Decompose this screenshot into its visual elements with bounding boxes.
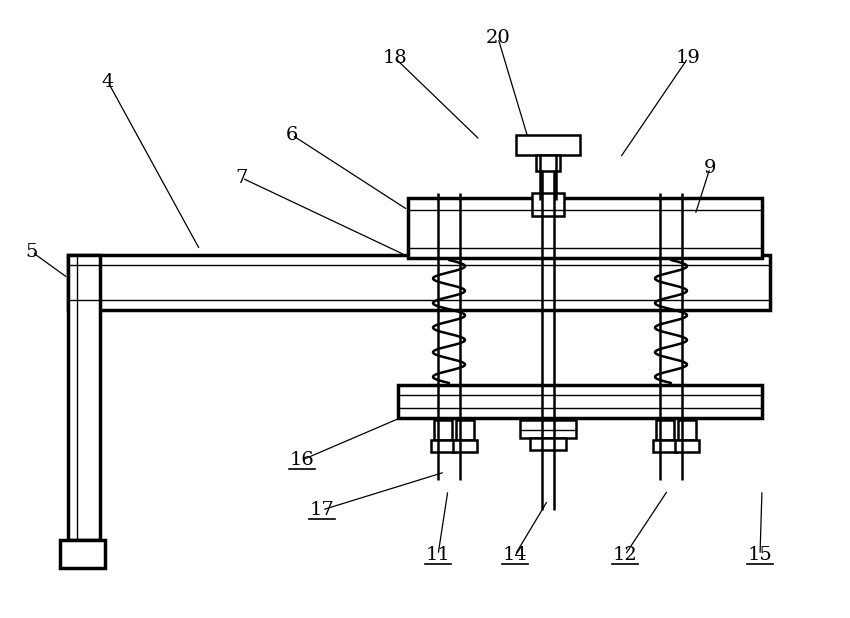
Bar xyxy=(68,255,100,540)
Text: 15: 15 xyxy=(748,546,773,564)
Text: 11: 11 xyxy=(426,546,451,564)
Bar xyxy=(68,255,770,310)
Bar xyxy=(678,420,696,440)
Bar xyxy=(453,440,477,452)
Bar xyxy=(408,198,762,258)
Text: 18: 18 xyxy=(382,49,407,67)
Text: 17: 17 xyxy=(309,501,334,519)
Bar xyxy=(675,440,699,452)
Bar xyxy=(398,385,762,418)
Bar xyxy=(434,420,452,440)
Bar xyxy=(532,193,564,216)
Bar xyxy=(653,440,677,452)
Bar xyxy=(456,420,474,440)
Text: 4: 4 xyxy=(102,73,114,91)
Bar xyxy=(431,440,455,452)
Text: 19: 19 xyxy=(676,49,700,67)
Bar xyxy=(656,420,674,440)
Text: 9: 9 xyxy=(704,159,717,177)
Text: 12: 12 xyxy=(613,546,638,564)
Bar xyxy=(530,438,566,450)
Bar xyxy=(520,420,576,438)
Bar xyxy=(516,135,580,155)
Text: 7: 7 xyxy=(235,169,248,187)
Bar xyxy=(60,540,105,568)
Text: 20: 20 xyxy=(485,29,510,47)
Text: 6: 6 xyxy=(286,126,298,144)
Text: 14: 14 xyxy=(502,546,527,564)
Text: 16: 16 xyxy=(290,451,314,469)
Text: 5: 5 xyxy=(26,243,38,261)
Bar xyxy=(536,155,560,171)
